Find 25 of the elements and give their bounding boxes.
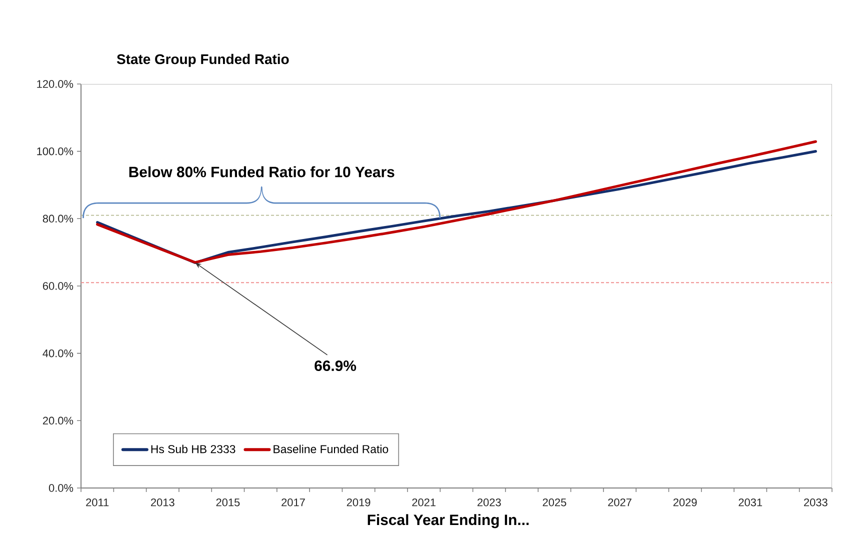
y-tick-label: 100.0% [37,147,74,156]
y-tick-label: 20.0% [42,416,74,425]
y-tick-label: 40.0% [42,349,74,358]
x-tick-label: 2013 [150,498,174,506]
x-tick-label: 2011 [86,498,109,506]
x-tick-label: 2023 [478,498,501,506]
legend-label: Hs Sub HB 2333 [151,444,236,454]
y-tick-label: 80.0% [42,214,74,223]
y-tick-label: 60.0% [42,282,74,290]
x-tick-label: 2025 [542,498,566,506]
x-axis-title: Fiscal Year Ending In... [368,514,529,528]
x-tick-label: 2027 [608,498,632,506]
x-tick-label: 2031 [738,498,762,506]
x-tick-label: 2021 [412,498,436,506]
legend-label: Baseline Funded Ratio [274,444,388,454]
x-tick-label: 2033 [804,498,828,506]
chart-title: State Group Funded Ratio [116,54,289,67]
annotation: Below 80% Funded Ratio for 10 Years [129,166,394,178]
x-tick-label: 2019 [346,498,370,506]
annotation: 66.9% [314,360,356,372]
x-tick-label: 2029 [673,498,697,506]
x-tick-label: 2017 [282,498,305,506]
y-tick-label: 0.0% [48,484,74,492]
y-tick-label: 120.0% [37,80,74,88]
x-tick-label: 2015 [216,498,240,506]
